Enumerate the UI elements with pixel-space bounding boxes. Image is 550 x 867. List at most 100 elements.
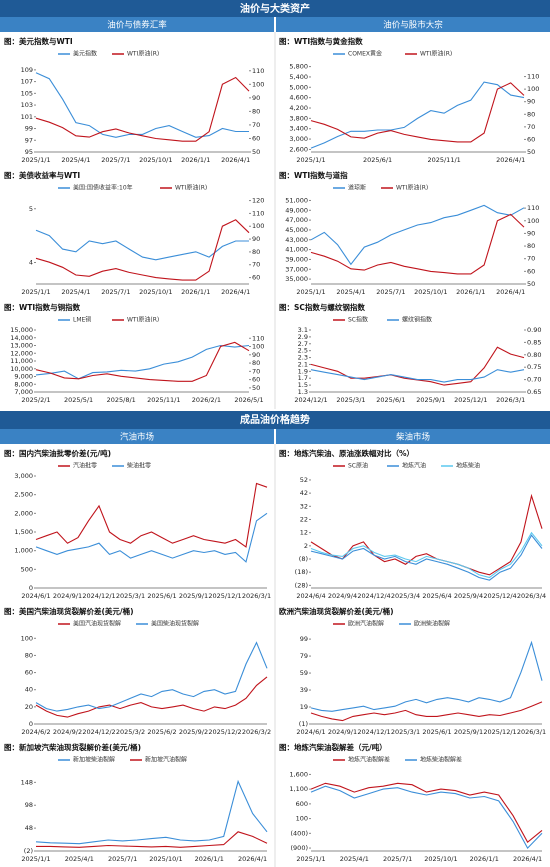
x-tick-label: 2025/7/1 [101,288,130,296]
series-line [310,82,525,143]
column-title: 汽油市场 [120,432,154,443]
section-bar [0,0,550,17]
y-tick-label: 19 [300,703,308,711]
x-tick-label: 2025/6/4 [422,592,451,600]
column-title: 油价与股市大宗 [383,20,443,31]
y2-tick-label: 70 [252,261,260,269]
y-tick-label: (1) [299,720,308,728]
legend-label: 柴油批零 [127,462,151,470]
y-tick-label: 12,000 [10,349,33,357]
y-tick-label: 45,000 [285,226,308,234]
x-tick-label: 2025/9/2 [179,728,208,736]
legend-label: 地炼柴油 [456,462,480,470]
x-tick-label: 2024/12/1 [82,592,115,600]
y2-tick-label: 80 [252,359,260,367]
y-tick-label: 600 [296,800,308,808]
chart-title: 图：美国汽柴油现货裂解价差(美元/桶) [4,606,134,616]
legend-label: 欧洲汽油裂解 [348,620,384,628]
chart-title: 图：美元指数与WTI [4,36,73,46]
x-tick-label: 2025/9/4 [454,592,483,600]
x-tick-label: 2026/3/1 [242,592,271,600]
x-tick-label: 2026/1/1 [470,855,499,863]
series-line [35,512,268,563]
x-tick-label: 2025/1/1 [21,156,50,164]
x-tick-label: 2025/10/1 [424,855,457,863]
series-line [35,344,250,380]
y2-tick-label: 90 [252,235,260,243]
series-line [310,534,543,581]
section-title: 油价与大类资产 [240,2,310,15]
y-tick-label: 5,400 [289,73,308,81]
legend-label: WTI原油(R) [127,50,159,58]
series-line [35,482,268,548]
y-tick-label: 47,000 [285,216,308,224]
series-line [35,779,268,845]
y2-tick-label: 100 [252,222,264,230]
x-tick-label: 2025/7/1 [108,855,137,863]
x-tick-label: 2025/6/1 [147,592,176,600]
x-tick-label: 2026/3/4 [517,592,546,600]
y2-tick-label: 70 [527,255,535,263]
y-tick-label: 109 [21,66,33,74]
y-tick-label: (900) [291,844,308,852]
y2-tick-label: 110 [252,209,264,217]
chart-title: 图：新加坡汽柴油现货裂解价差(美元/桶) [4,742,141,752]
series-line [35,229,249,261]
x-tick-label: 2024/9/2 [53,728,82,736]
x-tick-label: 2025/7/1 [101,156,130,164]
x-tick-label: 2024/9/1 [53,592,82,600]
x-tick-label: 2025/12/2 [208,728,241,736]
y-tick-label: (2) [24,847,33,855]
y2-tick-label: 0.70 [527,376,541,384]
x-tick-label: 2025/3/4 [391,592,420,600]
y2-tick-label: 60 [527,135,535,143]
y-tick-label: 5,000 [289,83,308,91]
y-tick-label: 14,000 [10,334,33,342]
legend-label: 地炼汽油裂解差 [348,756,390,764]
x-tick-label: 2025/4/1 [340,855,369,863]
x-tick-label: 2025/12/4 [483,592,516,600]
x-tick-label: 2025/9/1 [179,592,208,600]
y2-tick-label: 60 [252,274,260,282]
legend-label: COMEX黄金 [348,50,382,58]
legend-label: 美国柴油现货裂解 [151,620,199,628]
column-title: 柴油市场 [396,432,430,443]
y2-tick-label: 90 [252,94,260,102]
y-tick-label: 2.3 [298,354,308,362]
x-tick-label: 2026/3/1 [496,396,525,404]
legend-label: WTI原油(R) [175,184,207,192]
section-bar [0,411,550,429]
y-tick-label: 0 [29,720,33,728]
x-tick-label: 2026/2/1 [192,396,221,404]
x-tick-label: 2026/4/1 [496,156,525,164]
y-tick-label: 2,600 [289,145,308,153]
y2-tick-label: 80 [252,107,260,115]
y-tick-label: 2.5 [298,347,308,355]
y-tick-label: 2.1 [298,360,308,368]
x-tick-label: 2025/3/1 [116,592,145,600]
y-tick-label: 43,000 [285,236,308,244]
series-line [36,831,268,848]
y-tick-label: 20 [25,703,33,711]
y2-tick-label: 90 [252,351,260,359]
y2-tick-label: 80 [527,110,535,118]
y2-tick-label: 70 [252,367,260,375]
chart-title: 图：美债收益率与WTI [4,170,80,180]
y-tick-label: 1.9 [298,367,308,375]
x-tick-label: 2024/6/4 [296,592,325,600]
y-tick-label: 1.5 [298,381,308,389]
legend-label: 欧洲柴油裂解 [414,620,450,628]
y-tick-label: 42 [300,489,308,497]
x-tick-label: 2025/4/1 [61,156,90,164]
x-tick-label: 2024/6/2 [21,728,50,736]
series-line [35,72,249,138]
chart-title: 图：SC指数与螺纹钢指数 [279,302,365,312]
x-tick-label: 2025/3/1 [391,728,420,736]
y-tick-label: 101 [21,113,33,121]
column-title: 油价与债券汇率 [107,20,167,31]
x-tick-label: 2025/6/2 [147,728,176,736]
x-tick-label: 2026/4/1 [513,855,542,863]
x-tick-label: 2025/4/1 [65,855,94,863]
x-tick-label: 2026/1/1 [456,288,485,296]
x-tick-label: 2025/6/1 [376,396,405,404]
